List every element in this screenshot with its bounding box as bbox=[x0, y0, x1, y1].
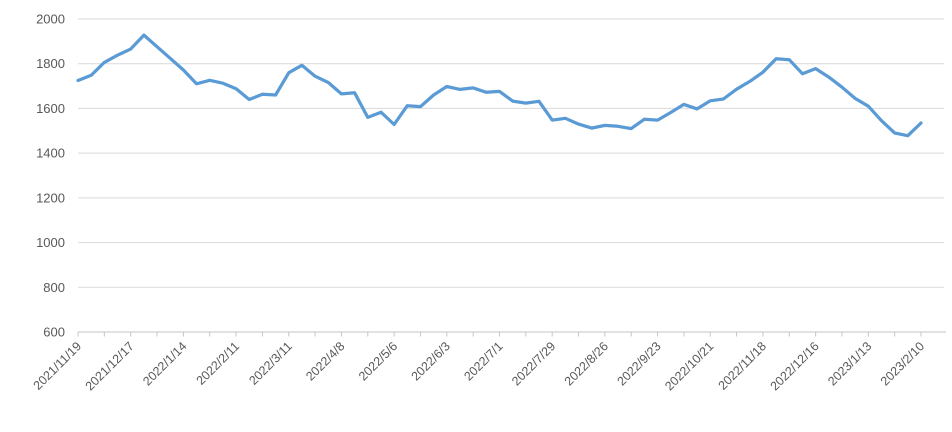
x-axis-tick-label: 2022/7/29 bbox=[509, 339, 558, 388]
x-axis-tick-label: 2022/12/16 bbox=[768, 339, 822, 393]
y-axis-tick-label: 800 bbox=[43, 280, 65, 295]
x-axis-tick-label: 2022/9/23 bbox=[614, 339, 663, 388]
x-axis-tick-label: 2022/2/11 bbox=[194, 339, 243, 388]
x-axis-tick-label: 2022/10/21 bbox=[662, 339, 716, 393]
x-axis-tick-label: 2022/6/3 bbox=[409, 339, 453, 383]
y-axis-tick-label: 1800 bbox=[36, 56, 65, 71]
y-axis-tick-label: 1000 bbox=[36, 235, 65, 250]
x-axis-tick-label: 2022/3/11 bbox=[246, 339, 295, 388]
y-axis-tick-label: 600 bbox=[43, 325, 65, 340]
x-axis-tick-label: 2022/11/18 bbox=[716, 339, 770, 393]
x-axis-tick-label: 2023/2/10 bbox=[878, 339, 927, 388]
data-series-line bbox=[76, 33, 923, 138]
x-axis-tick-label: 2023/1/13 bbox=[825, 339, 874, 388]
y-axis-tick-label: 1400 bbox=[36, 146, 65, 161]
x-axis-tick-label: 2022/7/1 bbox=[461, 339, 505, 383]
x-axis-tick-label: 2022/8/26 bbox=[562, 339, 611, 388]
y-axis-tick-label: 2000 bbox=[36, 12, 65, 27]
x-axis-tick-label: 2022/4/8 bbox=[303, 339, 347, 383]
x-axis-tick-label: 2021/12/17 bbox=[83, 339, 137, 393]
y-axis-tick-label: 1200 bbox=[36, 190, 65, 205]
x-axis-tick-label: 2022/5/6 bbox=[356, 339, 400, 383]
x-axis-tick-label: 2022/1/14 bbox=[140, 339, 189, 388]
y-axis-tick-label: 1600 bbox=[36, 101, 65, 116]
x-axis-tick-label: 2021/11/19 bbox=[31, 339, 85, 393]
